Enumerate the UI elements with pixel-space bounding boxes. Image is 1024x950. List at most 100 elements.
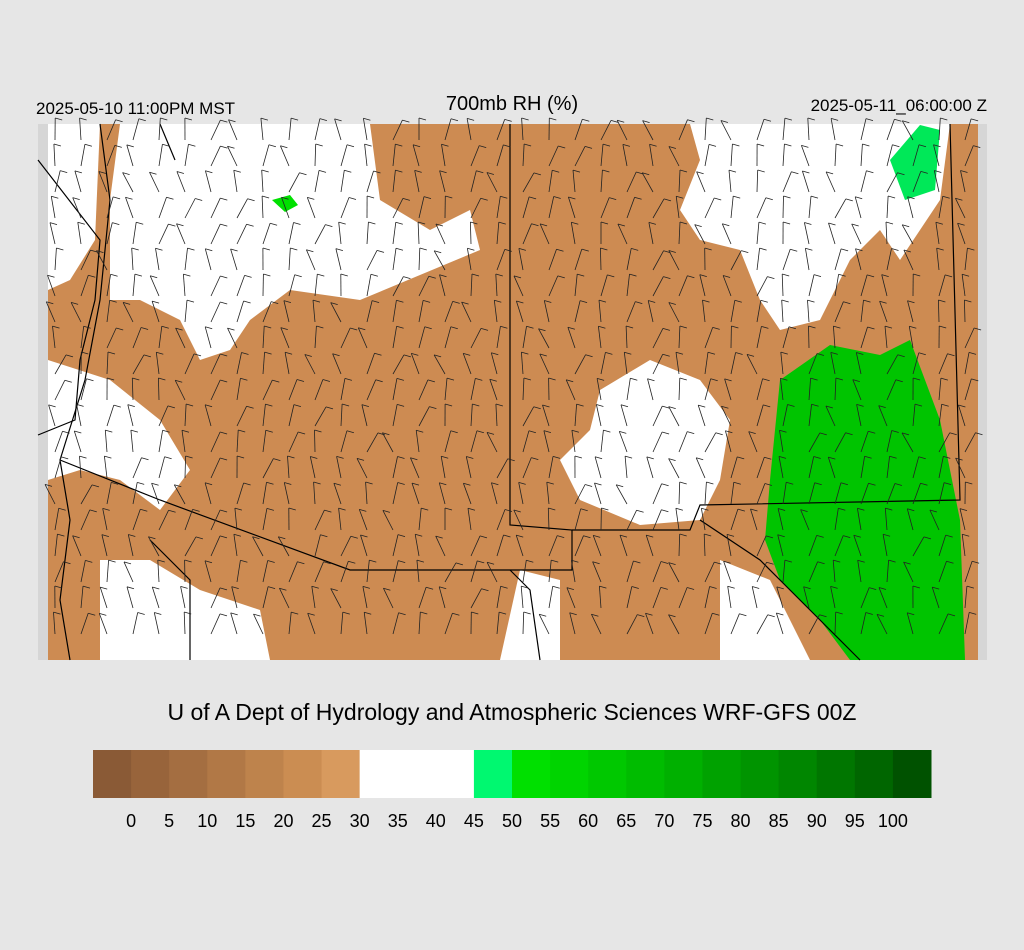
wind-barb	[968, 352, 977, 355]
wind-barb	[338, 222, 342, 245]
wind-barb	[518, 482, 526, 485]
wind-barb	[233, 534, 238, 557]
wind-barb	[648, 300, 656, 303]
wind-barb	[164, 456, 172, 460]
wind-barb	[784, 143, 792, 147]
wind-barb	[205, 326, 213, 330]
wind-barb	[429, 406, 437, 409]
wind-barb	[620, 404, 628, 427]
wind-barb	[810, 195, 819, 199]
wind-barb	[813, 274, 822, 277]
wind-barb	[350, 327, 358, 331]
wind-barb	[907, 612, 915, 616]
wind-barb	[98, 171, 108, 193]
wind-barb	[61, 456, 69, 460]
wind-barb	[538, 614, 550, 635]
wind-barb	[418, 379, 429, 401]
wind-barb	[828, 222, 836, 226]
wind-barb	[572, 169, 581, 173]
wind-barb	[444, 562, 457, 583]
wind-barb	[696, 457, 704, 461]
wind-barb	[348, 560, 356, 564]
wind-barb	[801, 145, 810, 167]
wind-barb	[833, 326, 836, 349]
wind-barb	[112, 222, 120, 225]
wind-barb	[314, 224, 326, 245]
wind-barb	[465, 456, 472, 479]
wind-barb	[668, 250, 676, 253]
wind-barb	[756, 378, 763, 401]
wind-barb	[568, 196, 576, 219]
wind-barb	[675, 196, 680, 219]
wind-barb	[320, 534, 328, 538]
wind-barb	[491, 482, 499, 486]
wind-barb	[886, 248, 892, 271]
wind-barb	[668, 562, 676, 565]
wind-barb	[723, 560, 731, 564]
wind-barb	[184, 144, 189, 167]
wind-barb	[423, 196, 432, 199]
wind-barb	[150, 275, 158, 279]
wind-barb	[903, 561, 911, 565]
wind-barb	[220, 197, 228, 201]
wind-barb	[101, 534, 110, 537]
wind-barb	[496, 144, 504, 167]
wind-barb	[493, 300, 498, 323]
wind-barb	[756, 143, 765, 147]
wind-barb	[476, 170, 484, 174]
level-label: 20	[273, 811, 293, 831]
wind-barb	[184, 403, 187, 427]
wind-barb	[82, 585, 91, 589]
wind-barb	[228, 119, 236, 123]
wind-barb	[151, 483, 160, 505]
wind-barb	[267, 586, 276, 589]
wind-barb	[600, 221, 609, 225]
wind-barb	[219, 587, 228, 591]
wind-barb	[180, 586, 186, 609]
wind-barb	[307, 613, 316, 635]
wind-barb	[965, 481, 973, 485]
wind-barb	[868, 482, 876, 486]
wind-barb	[521, 117, 524, 141]
wind-barb	[467, 248, 472, 271]
wind-barb	[288, 118, 292, 141]
wind-barb	[363, 118, 368, 141]
wind-barb	[89, 509, 97, 513]
wind-barb	[668, 614, 680, 635]
wind-barb	[503, 534, 511, 538]
wind-barb	[557, 275, 565, 279]
wind-barb	[175, 379, 183, 383]
wind-barb	[220, 223, 228, 227]
wind-barb	[132, 222, 137, 245]
wind-barb	[359, 509, 367, 512]
wind-barb	[781, 299, 784, 323]
wind-barb	[678, 221, 681, 245]
wind-barb	[964, 145, 974, 167]
wind-barb	[856, 404, 864, 407]
wind-barb	[929, 509, 938, 513]
wind-barb	[853, 535, 862, 557]
wind-barb	[764, 483, 773, 486]
wind-barb	[860, 274, 868, 297]
wind-barb	[782, 221, 791, 225]
wind-barb	[265, 403, 273, 407]
wind-barb	[100, 586, 108, 590]
wind-barb	[714, 561, 722, 565]
wind-barb	[828, 222, 836, 245]
wind-barb	[491, 352, 499, 356]
wind-barb	[422, 300, 431, 303]
wind-barb	[132, 612, 139, 635]
wind-barb	[845, 198, 853, 202]
wind-barb	[287, 455, 295, 459]
wind-barb	[58, 507, 66, 511]
wind-barb	[507, 458, 515, 462]
wind-barb	[260, 117, 269, 121]
wind-barb	[262, 404, 266, 427]
wind-barb	[808, 614, 820, 635]
wind-barb	[366, 221, 369, 245]
wind-barb	[365, 481, 368, 505]
wind-barb	[619, 431, 627, 434]
wind-barb	[325, 224, 333, 227]
wind-barb	[141, 457, 149, 461]
wind-barb	[652, 276, 664, 297]
